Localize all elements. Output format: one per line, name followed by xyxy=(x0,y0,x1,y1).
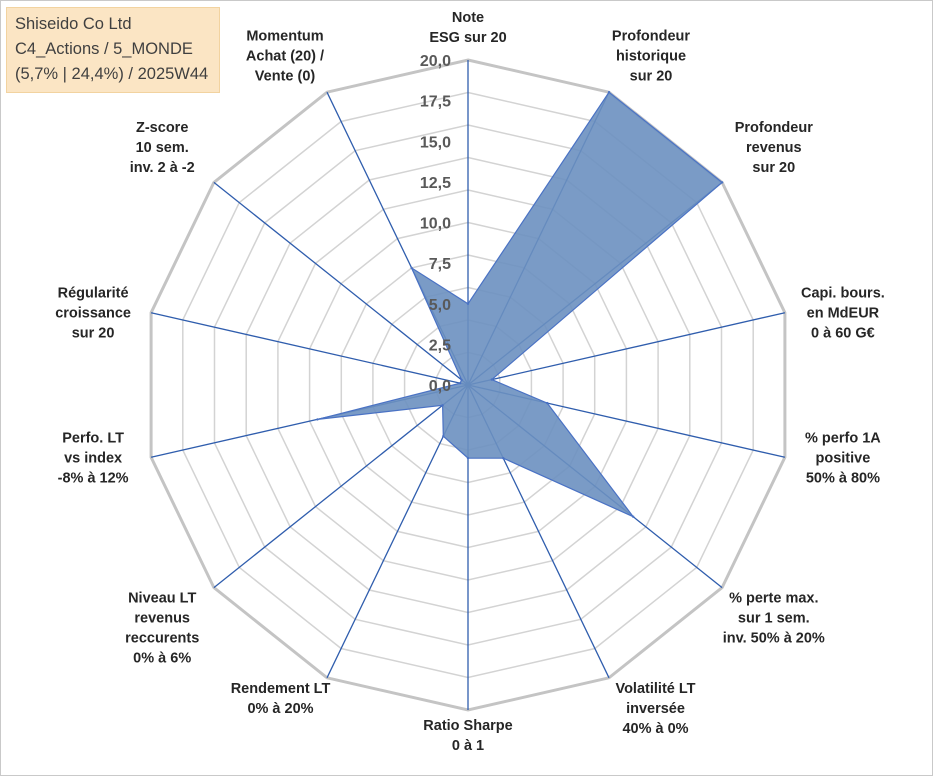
axis-label-line: Régularité xyxy=(58,286,129,302)
axis-label-line: Vente (0) xyxy=(255,69,316,85)
axis-spoke xyxy=(213,384,469,589)
axis-spoke xyxy=(467,312,786,386)
info-box: Shiseido Co Ltd C4_Actions / 5_MONDE (5,… xyxy=(6,7,220,93)
axis-label: % perte max. sur 1 sem. inv. 50% à 20% xyxy=(723,591,825,647)
axis-label-line: 0% à 6% xyxy=(133,651,191,667)
data-point xyxy=(442,435,445,438)
axis-label-line: sur 20 xyxy=(72,326,115,342)
axis-label-line: inversée xyxy=(626,701,685,717)
axis-label-line: Volatilité LT xyxy=(615,681,695,697)
axis-label: Momentum Achat (20) / Vente (0) xyxy=(246,29,324,85)
axis-label: % perfo 1A positive 50% à 80% xyxy=(805,430,881,486)
axis-label-line: Achat (20) / xyxy=(246,49,324,65)
axis-label: Profondeur revenus sur 20 xyxy=(735,120,813,176)
tick-label: 17,5 xyxy=(420,94,451,111)
axis-label-line: positive xyxy=(816,450,871,466)
axis-label: Ratio Sharpe 0 à 1 xyxy=(423,718,512,754)
axis-label-line: -8% à 12% xyxy=(58,470,129,486)
axis-spoke xyxy=(213,181,469,386)
axis-label-line: ESG sur 20 xyxy=(429,30,506,46)
tick-label: 12,5 xyxy=(420,175,451,192)
data-point xyxy=(410,266,413,270)
axis-label-line: 0 à 60 G€ xyxy=(811,326,875,342)
axis-label: Z-score 10 sem. inv. 2 à -2 xyxy=(130,120,195,176)
axis-label-line: 0 à 1 xyxy=(452,738,484,754)
axis-label-line: Z-score xyxy=(136,120,188,136)
axis-label-line: % perfo 1A xyxy=(805,430,881,446)
data-point xyxy=(466,456,470,460)
tick-label: 7,5 xyxy=(429,256,451,273)
axis-label: Capi. bours. en MdEUR 0 à 60 G€ xyxy=(801,286,885,342)
axis-label: Note ESG sur 20 xyxy=(429,10,506,46)
axis-label: Rendement LT 0% à 20% xyxy=(231,681,331,717)
axis-label-line: 10 sem. xyxy=(136,140,189,156)
data-point xyxy=(607,91,611,94)
axis-label-line: 0% à 20% xyxy=(247,701,313,717)
axis-label-line: sur 20 xyxy=(752,160,795,176)
axis-label-line: Perfo. LT xyxy=(62,430,124,446)
data-series-area xyxy=(317,91,724,518)
axis-label-line: croissance xyxy=(55,306,131,322)
data-point xyxy=(466,302,470,305)
axis-spoke xyxy=(150,312,469,386)
data-point xyxy=(316,418,319,421)
data-point xyxy=(490,378,493,381)
axis-label-line: inv. 2 à -2 xyxy=(130,160,195,176)
axis-label-line: Niveau LT xyxy=(128,591,196,607)
data-points xyxy=(316,91,724,518)
data-point xyxy=(720,181,724,184)
tick-label: 20,0 xyxy=(420,53,451,70)
tick-label: 0,0 xyxy=(429,378,451,395)
tick-label: 5,0 xyxy=(429,297,451,314)
data-point xyxy=(458,382,462,385)
axis-label-line: inv. 50% à 20% xyxy=(723,631,825,647)
axis-label-line: Ratio Sharpe xyxy=(423,718,512,734)
axis-label-line: Profondeur xyxy=(612,29,690,45)
axis-labels: Note ESG sur 20 Profondeur historique sur 20… xyxy=(55,10,885,754)
axis-label-line: 40% à 0% xyxy=(622,721,688,737)
axis-label-line: % perte max. xyxy=(729,591,818,607)
axis-label: Niveau LT revenus reccurents 0% à 6% xyxy=(125,591,199,667)
axis-label-line: reccurents xyxy=(125,631,199,647)
axis-label-line: en MdEUR xyxy=(807,306,880,322)
info-line-stats: (5,7% | 24,4%) / 2025W44 xyxy=(15,65,209,83)
tick-label: 2,5 xyxy=(429,337,451,354)
axis-label: Profondeur historique sur 20 xyxy=(612,29,690,85)
axis-label-line: Capi. bours. xyxy=(801,286,885,302)
axis-label-line: Note xyxy=(452,10,484,26)
data-point xyxy=(546,401,549,405)
axis-label-line: revenus xyxy=(134,611,190,627)
axis-label: Perfo. LT vs index -8% à 12% xyxy=(58,430,129,486)
tick-label: 15,0 xyxy=(420,134,451,151)
axis-label: Régularité croissance sur 20 xyxy=(55,286,131,342)
axis-label-line: Momentum xyxy=(246,29,323,45)
info-line-company: Shiseido Co Ltd xyxy=(15,15,132,33)
tick-label: 10,0 xyxy=(420,216,451,233)
axis-label-line: vs index xyxy=(64,450,122,466)
axis-label-line: sur 1 sem. xyxy=(738,611,810,627)
radial-ticks: 0,0 2,5 5,0 7,5 10,0 12,5 15,0 17,5 20,0 xyxy=(420,53,451,395)
axis-label-line: sur 20 xyxy=(630,69,673,85)
axis-label-line: historique xyxy=(616,49,686,65)
data-point xyxy=(632,515,635,518)
axis-label-line: Profondeur xyxy=(735,120,813,136)
axis-label-line: revenus xyxy=(746,140,802,156)
data-point xyxy=(502,457,505,460)
info-line-category: C4_Actions / 5_MONDE xyxy=(15,40,193,58)
data-point xyxy=(460,378,463,382)
data-point xyxy=(441,404,444,407)
axis-label-line: 50% à 80% xyxy=(806,470,880,486)
axis-label-line: Rendement LT xyxy=(231,681,331,697)
axis-label: Volatilité LT inversée 40% à 0% xyxy=(615,681,695,737)
